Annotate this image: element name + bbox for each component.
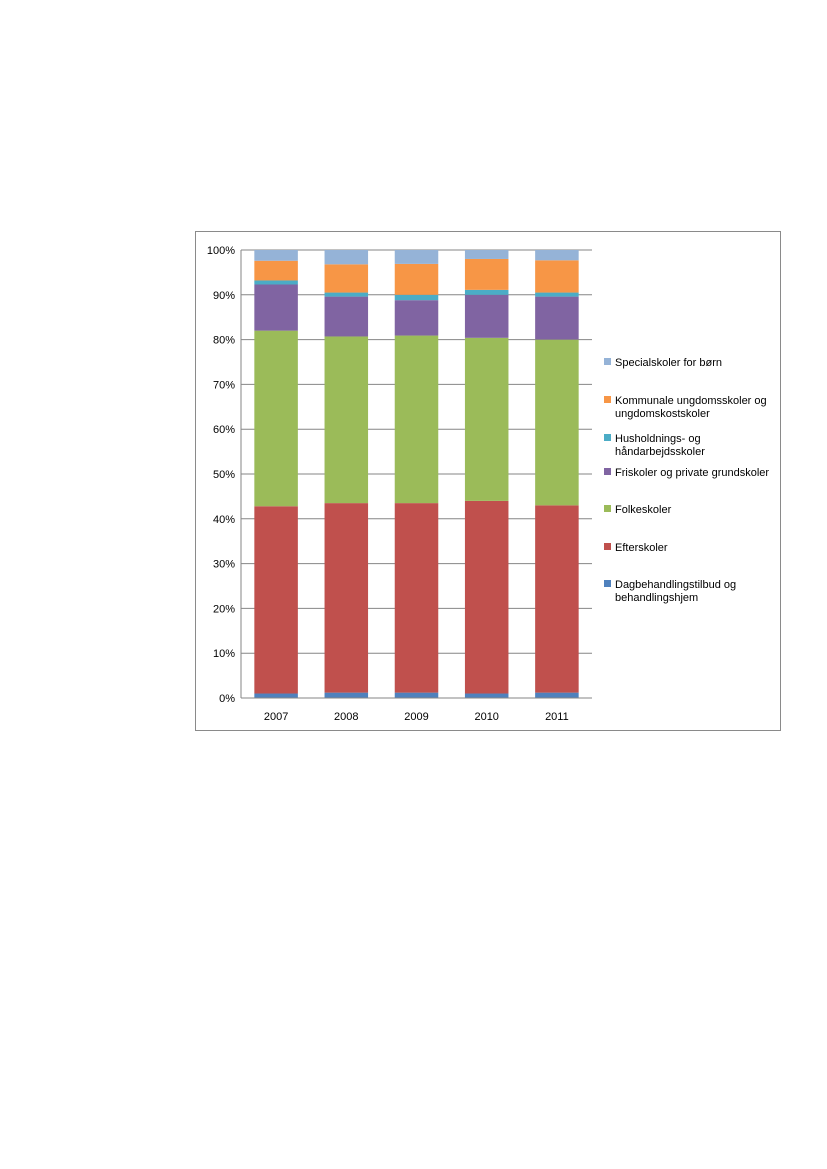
legend-label: Efterskoler bbox=[615, 542, 668, 554]
legend-swatch bbox=[604, 580, 611, 587]
bar-segment bbox=[394, 692, 439, 698]
x-tick-label: 2008 bbox=[334, 711, 358, 723]
bar-segment bbox=[464, 289, 509, 295]
y-tick-label: 40% bbox=[213, 514, 235, 526]
bar-segment bbox=[324, 264, 369, 293]
bar-segment bbox=[254, 260, 298, 281]
legend-swatch bbox=[604, 505, 611, 512]
y-tick-label: 80% bbox=[213, 335, 235, 347]
legend-label: Friskoler og private grundskoler bbox=[615, 467, 769, 479]
bar-segment bbox=[464, 337, 509, 501]
legend-label: Dagbehandlingstilbud og bbox=[615, 579, 736, 591]
stacked-bar-chart: 0% 10% 20% 30% 40% 50% 60% 70% 80% 90% 100% 2007 200… bbox=[207, 245, 770, 723]
y-tick-label: 70% bbox=[213, 379, 235, 391]
legend: Specialskoler for børn Kommunale ungdomss… bbox=[604, 357, 769, 604]
legend-label: Specialskoler for børn bbox=[615, 357, 722, 369]
bar-segment bbox=[464, 294, 509, 338]
legend-label: Husholdnings- og bbox=[615, 433, 701, 445]
legend-swatch bbox=[604, 434, 611, 441]
legend-label: ungdomskostskoler bbox=[615, 408, 710, 420]
bar-segment bbox=[324, 692, 369, 698]
axes: 0% 10% 20% 30% 40% 50% 60% 70% 80% 90% 100% 2007 200… bbox=[207, 245, 592, 723]
legend-label: Kommunale ungdomsskoler og bbox=[615, 395, 767, 407]
bar-segment bbox=[394, 300, 439, 336]
bar-segment bbox=[394, 335, 439, 504]
bar-segment bbox=[464, 500, 509, 694]
y-tick-label: 20% bbox=[213, 603, 235, 615]
bar-segment bbox=[324, 336, 369, 504]
bar-segment bbox=[394, 263, 439, 295]
bar-segment bbox=[535, 339, 579, 506]
bar-segment bbox=[535, 292, 579, 297]
bar-segment bbox=[254, 330, 298, 507]
y-tick-label: 90% bbox=[213, 290, 235, 302]
y-tick-label: 0% bbox=[219, 693, 235, 705]
legend-swatch bbox=[604, 543, 611, 550]
bar-segment bbox=[394, 250, 439, 264]
legend-label: håndarbejdsskoler bbox=[615, 446, 705, 458]
bar-segment bbox=[254, 284, 298, 331]
bars bbox=[254, 250, 579, 698]
legend-swatch bbox=[604, 358, 611, 365]
chart-container: 0% 10% 20% 30% 40% 50% 60% 70% 80% 90% 100% 2007 200… bbox=[195, 231, 781, 731]
bar-segment bbox=[535, 250, 579, 261]
y-tick-label: 100% bbox=[207, 245, 235, 257]
legend-swatch bbox=[604, 396, 611, 403]
legend-label: behandlingshjem bbox=[615, 592, 698, 604]
bar-segment bbox=[464, 258, 509, 290]
x-tick-label: 2011 bbox=[545, 711, 569, 723]
bar-segment bbox=[535, 692, 579, 698]
bar-segment bbox=[535, 260, 579, 293]
x-tick-label: 2009 bbox=[404, 711, 428, 723]
y-tick-label: 60% bbox=[213, 424, 235, 436]
bar-segment bbox=[535, 296, 579, 340]
bar-segment bbox=[535, 505, 579, 693]
legend-swatch bbox=[604, 468, 611, 475]
bar-segment bbox=[464, 250, 509, 259]
bar-segment bbox=[254, 250, 298, 261]
bar-segment bbox=[464, 693, 509, 698]
y-tick-label: 10% bbox=[213, 648, 235, 660]
bar-segment bbox=[394, 503, 439, 693]
bar-segment bbox=[254, 280, 298, 285]
bar-segment bbox=[324, 503, 369, 693]
bar-segment bbox=[324, 292, 369, 297]
x-tick-label: 2007 bbox=[264, 711, 288, 723]
bar-segment bbox=[254, 506, 298, 694]
legend-label: Folkeskoler bbox=[615, 504, 672, 516]
bar-segment bbox=[324, 250, 369, 265]
bar-segment bbox=[254, 693, 298, 698]
y-tick-label: 30% bbox=[213, 559, 235, 571]
x-tick-label: 2010 bbox=[474, 711, 498, 723]
y-tick-label: 50% bbox=[213, 469, 235, 481]
bar-segment bbox=[324, 296, 369, 337]
bar-segment bbox=[394, 294, 439, 301]
